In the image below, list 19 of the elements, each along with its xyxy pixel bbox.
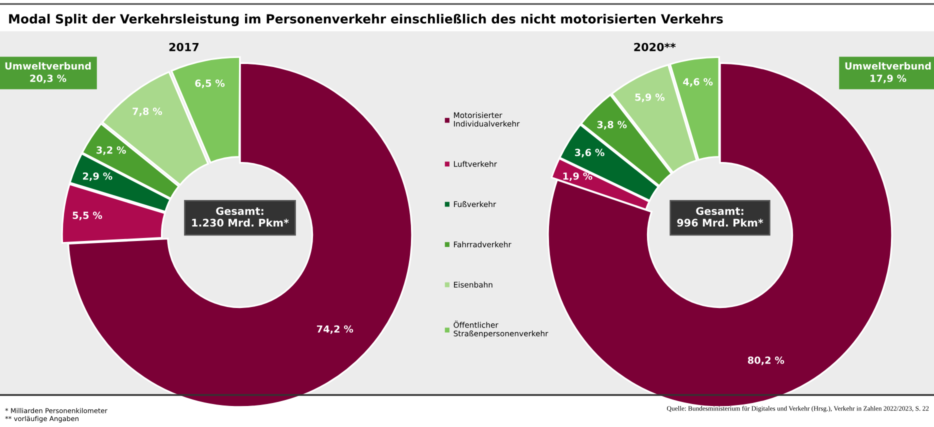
data-label: 5,9 % [635,94,665,102]
data-label: 3,8 % [597,120,627,130]
data-label: 3,2 % [96,146,126,155]
data-label: 2,9 % [83,172,112,182]
text: Gesamt: 1.230 Mrd. Pkm* [192,207,289,227]
text: Umweltverbund 20,3 % [5,62,91,84]
chart-title: 2020** [634,42,676,52]
data-label: 4,6 % [683,78,713,87]
text: Umweltverbund 17,9 % [845,62,931,84]
data-label: 5,5 % [72,212,102,220]
data-label: 1,9 % [563,172,592,182]
text: Gesamt: 996 Mrd. Pkm* [677,207,764,227]
data-label: 74,2 % [316,325,354,334]
text: Modal Split der Verkehrsleistung im Personenverkehr einschließlich des nicht motorisierten Verkehrs [9,14,723,26]
chart-title: 2017 [169,42,199,52]
data-label: 7,8 % [132,108,162,116]
data-label: 3,6 % [574,148,604,158]
data-label: 80,2 % [748,356,784,366]
data-label: 6,5 % [195,80,225,88]
